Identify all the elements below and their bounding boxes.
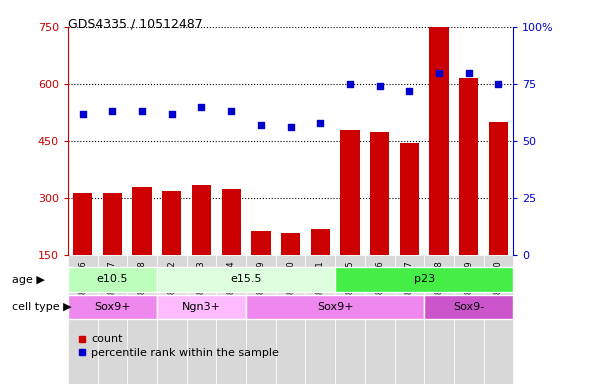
Text: GSM841164: GSM841164 [227,260,235,313]
Text: p23: p23 [414,274,435,285]
Bar [132,187,152,255]
Text: GSM841170: GSM841170 [494,260,503,313]
Bar [489,122,508,255]
Bar [399,143,419,255]
Point [464,70,473,76]
Point [227,108,236,114]
Text: age ▶: age ▶ [12,275,45,285]
Bar [68,267,157,292]
Text: GSM841161: GSM841161 [316,260,325,313]
Bar [335,267,513,292]
Point [137,108,147,114]
Text: GSM841158: GSM841158 [137,260,146,313]
Bar [251,231,271,255]
Text: GDS4335 / 10512487: GDS4335 / 10512487 [68,17,202,30]
Point [405,88,414,94]
Text: cell type ▶: cell type ▶ [12,302,71,312]
Bar [276,255,306,384]
Bar [68,295,157,319]
Bar [246,255,276,384]
Point [78,111,87,117]
Text: GSM841156: GSM841156 [78,260,87,313]
Point [494,81,503,87]
Bar [340,130,360,255]
Bar [424,295,513,319]
Bar [335,255,365,384]
Bar [186,255,217,384]
Bar [221,189,241,255]
Text: Sox9+: Sox9+ [317,302,353,312]
Bar [97,255,127,384]
Text: GSM841167: GSM841167 [405,260,414,313]
Text: GSM841168: GSM841168 [435,260,444,313]
Text: GSM841159: GSM841159 [257,260,266,313]
Bar [157,267,335,292]
Bar [454,255,484,384]
Bar [370,132,389,255]
Point [345,81,355,87]
Text: GSM841165: GSM841165 [346,260,355,313]
Bar [281,232,300,255]
Text: GSM841160: GSM841160 [286,260,295,313]
Bar [192,185,211,255]
Text: Ngn3+: Ngn3+ [182,302,221,312]
Point [375,83,385,89]
Bar [162,190,182,255]
Text: GSM841163: GSM841163 [197,260,206,313]
Bar [217,255,246,384]
Point [167,111,176,117]
Bar [306,255,335,384]
Bar [246,295,424,319]
Point [316,120,325,126]
Text: Sox9+: Sox9+ [94,302,131,312]
Point [107,108,117,114]
Legend: count, percentile rank within the sample: count, percentile rank within the sample [73,330,284,362]
Bar [310,229,330,255]
Bar [127,255,157,384]
Point [286,124,295,131]
Bar [395,255,424,384]
Text: Sox9-: Sox9- [453,302,484,312]
Bar [157,295,246,319]
Bar [73,192,93,255]
Text: e10.5: e10.5 [97,274,128,285]
Bar [459,78,478,255]
Bar [430,27,449,255]
Text: GSM841169: GSM841169 [464,260,473,313]
Bar [103,192,122,255]
Bar [68,255,97,384]
Bar [365,255,395,384]
Bar [424,255,454,384]
Text: GSM841162: GSM841162 [168,260,176,313]
Point [196,104,206,110]
Text: GSM841166: GSM841166 [375,260,384,313]
Point [434,70,444,76]
Bar [484,255,513,384]
Bar [157,255,186,384]
Text: e15.5: e15.5 [230,274,262,285]
Text: GSM841157: GSM841157 [108,260,117,313]
Point [256,122,266,128]
